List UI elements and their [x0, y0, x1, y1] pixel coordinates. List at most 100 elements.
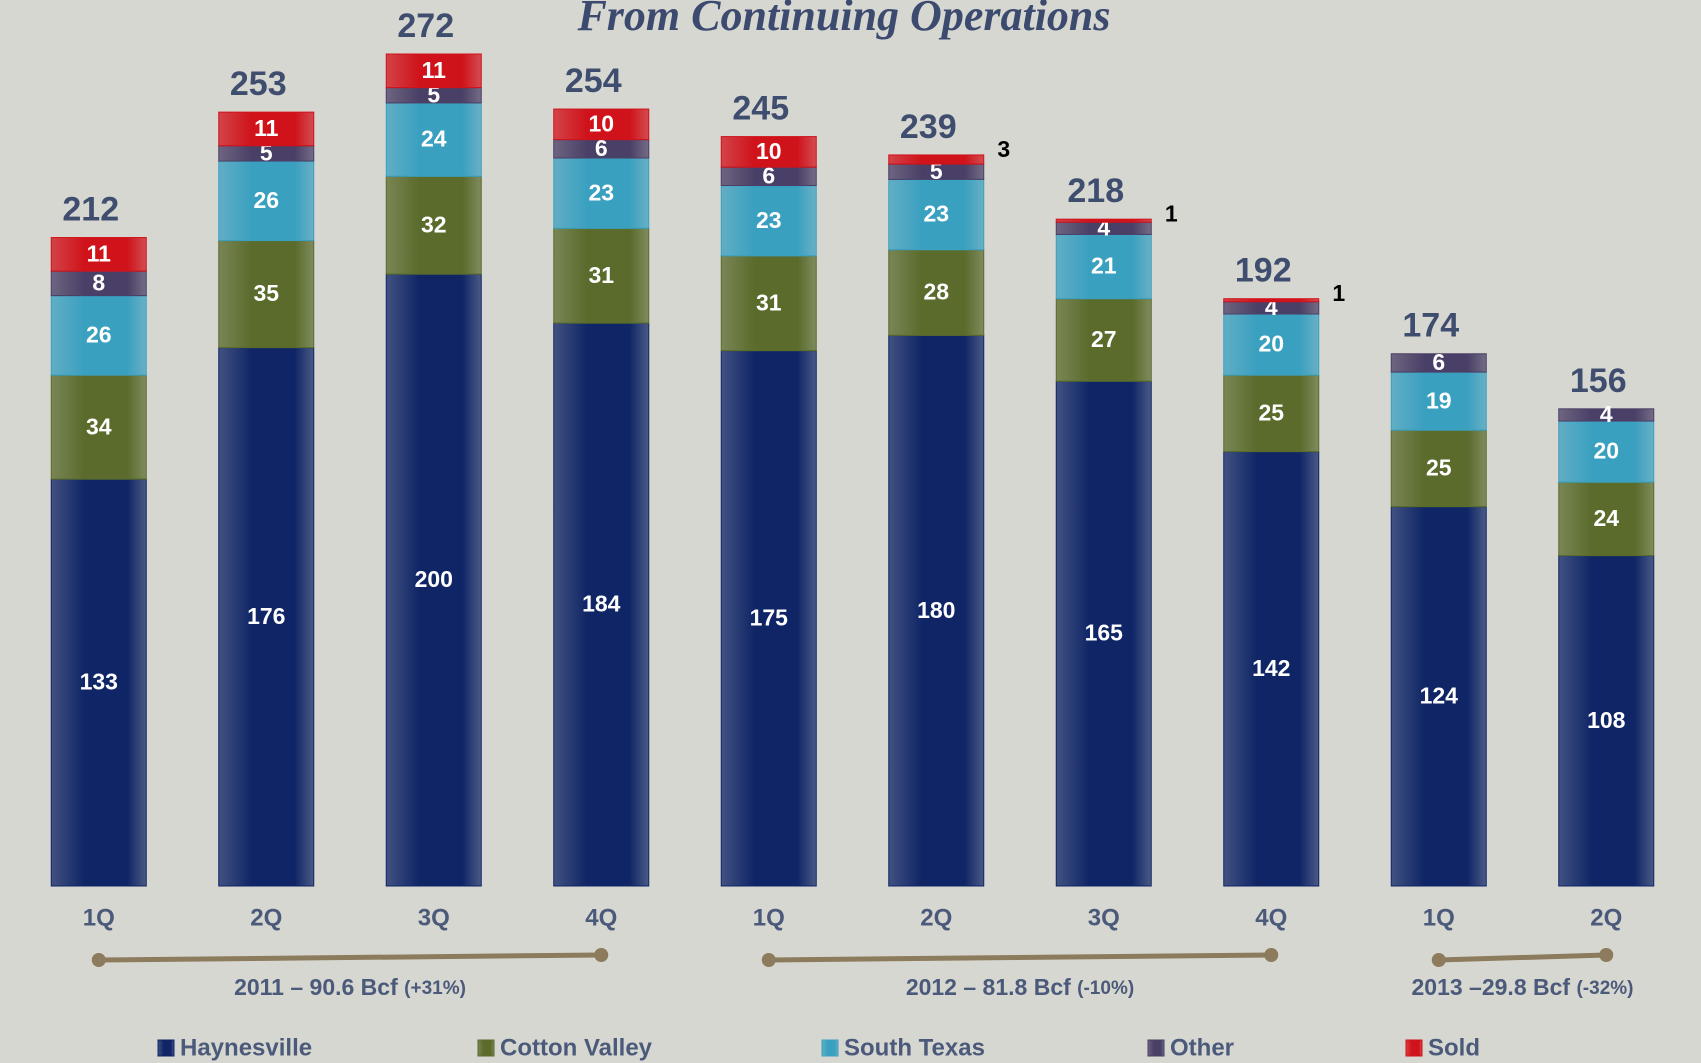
- value-label: 200: [415, 566, 453, 592]
- bar-segment: [1223, 451, 1320, 887]
- value-label: 20: [1258, 331, 1284, 357]
- x-tick-label: 2Q: [920, 904, 952, 931]
- value-label: 142: [1252, 655, 1290, 681]
- period-note: (-32%): [1576, 978, 1633, 999]
- x-tick-label: 2Q: [250, 904, 282, 931]
- chart-title: From Continuing Operations: [576, 0, 1110, 40]
- bar-segment: [50, 237, 147, 272]
- x-tick-label: 2Q: [1590, 904, 1622, 931]
- value-label: 3: [997, 136, 1010, 162]
- value-label: 23: [756, 207, 782, 233]
- value-label: 133: [80, 669, 118, 695]
- legend-swatch: [1147, 1039, 1165, 1057]
- value-label: 26: [253, 187, 279, 213]
- bar-segment: [553, 157, 650, 229]
- value-label: 19: [1426, 387, 1452, 413]
- x-tick-label: 1Q: [753, 904, 785, 931]
- bar-segment: [1223, 313, 1320, 376]
- bar-segment: [218, 347, 315, 887]
- bar-segment: [1390, 353, 1487, 373]
- value-label: 124: [1420, 682, 1459, 708]
- value-label: 34: [86, 413, 112, 439]
- bar-segment: [1390, 506, 1487, 887]
- period-dot: [91, 953, 106, 967]
- period-dot: [594, 948, 609, 962]
- bar-segment: [1055, 380, 1152, 887]
- value-label: 1: [1165, 200, 1178, 226]
- value-label: 21: [1091, 253, 1117, 279]
- value-label: 108: [1587, 707, 1626, 733]
- legend-swatch: [477, 1039, 495, 1057]
- bar-segment: [1558, 408, 1655, 422]
- value-label: 25: [1426, 455, 1452, 481]
- legend-label: Haynesville: [180, 1034, 312, 1061]
- total-label: 239: [900, 108, 957, 146]
- bar-segment: [720, 350, 817, 887]
- value-label: 8: [92, 269, 105, 295]
- bar-segment: [1223, 374, 1320, 453]
- bar-segment: [1223, 298, 1320, 303]
- x-tick-label: 3Q: [1088, 904, 1120, 931]
- value-label: 31: [588, 262, 614, 288]
- value-label: 4: [1097, 214, 1110, 240]
- legend-swatch: [157, 1039, 175, 1057]
- value-label: 32: [421, 211, 447, 237]
- period-note: (-10%): [1077, 978, 1134, 999]
- value-label: 11: [87, 240, 112, 266]
- period-label: 2011 – 90.6 Bcf (+31%): [234, 974, 466, 1000]
- value-label: 11: [422, 57, 447, 83]
- period-dot: [1264, 948, 1279, 962]
- value-label: 6: [595, 135, 608, 161]
- x-tick-label: 4Q: [585, 904, 617, 931]
- value-label: 24: [421, 126, 447, 152]
- bar-segment: [385, 102, 482, 177]
- value-label: 31: [756, 289, 782, 315]
- value-label: 175: [750, 604, 789, 630]
- total-label: 156: [1570, 362, 1627, 400]
- value-label: 1: [1332, 280, 1345, 306]
- period-line: [98, 952, 602, 963]
- value-label: 25: [1258, 399, 1284, 425]
- bar-segment: [218, 240, 315, 349]
- period-dot: [761, 953, 776, 967]
- period-text: 2012 – 81.8 Bcf: [906, 974, 1071, 1000]
- value-label: 24: [1593, 505, 1619, 531]
- bar-segment: [720, 255, 817, 352]
- bar-segment: [50, 295, 147, 376]
- total-label: 174: [1402, 307, 1459, 345]
- period-line: [1438, 952, 1607, 963]
- period-dot: [1431, 953, 1446, 967]
- bar-segment: [720, 136, 817, 168]
- value-label: 180: [917, 597, 955, 623]
- value-label: 6: [1432, 349, 1445, 375]
- value-label: 23: [588, 179, 614, 205]
- legend-label: Other: [1170, 1034, 1234, 1061]
- total-label: 272: [397, 7, 454, 45]
- legend-label: Sold: [1428, 1034, 1480, 1061]
- bar-segment: [888, 249, 985, 336]
- x-tick-label: 1Q: [83, 904, 115, 931]
- total-label: 212: [62, 191, 119, 229]
- bar-segment: [218, 111, 315, 147]
- period-note: (+31%): [404, 978, 466, 999]
- value-label: 11: [254, 115, 279, 141]
- legend-label: South Texas: [844, 1034, 985, 1061]
- x-tick-label: 4Q: [1255, 904, 1287, 931]
- value-label: 4: [1265, 294, 1278, 320]
- bar-segment: [888, 178, 985, 251]
- total-label: 253: [230, 65, 287, 103]
- period-text: 2013 –29.8 Bcf: [1412, 974, 1571, 1000]
- period-text: 2011 – 90.6 Bcf: [234, 974, 398, 1000]
- value-label: 27: [1091, 326, 1117, 352]
- bar-segment: [1390, 429, 1487, 508]
- bar-segment: [1055, 233, 1152, 300]
- value-label: 184: [582, 591, 621, 617]
- value-label: 26: [86, 321, 112, 347]
- value-label: 23: [923, 201, 949, 227]
- legend-swatch: [821, 1039, 839, 1057]
- value-label: 4: [1600, 401, 1613, 427]
- period-label: 2012 – 81.8 Bcf (-10%): [906, 974, 1134, 1000]
- bar-segment: [385, 53, 482, 89]
- bar-segment: [1055, 218, 1152, 223]
